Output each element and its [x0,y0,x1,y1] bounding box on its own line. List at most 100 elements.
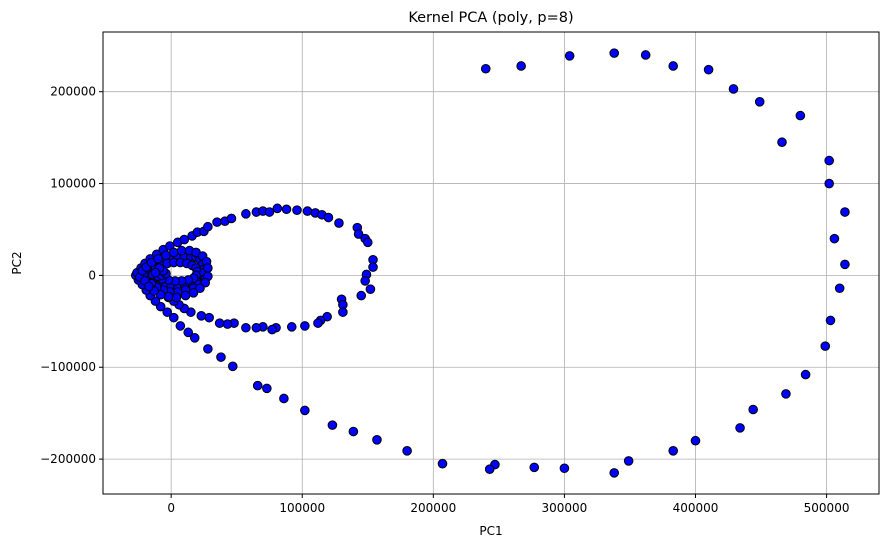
data-point [480,63,491,74]
data-points [130,48,850,478]
y-axis-label: PC2 [10,251,24,274]
data-point [353,229,364,239]
data-point [334,218,344,228]
data-point [161,250,171,260]
data-point [609,48,620,58]
y-axis-ticks: −200000 −100000 0 100000 200000 [40,85,103,466]
data-point [189,333,200,343]
data-point [226,213,237,224]
data-point [795,110,806,121]
data-point [559,463,570,474]
data-point [840,207,850,217]
data-point [203,263,213,273]
data-point [203,221,213,232]
data-point [150,267,161,278]
data-point [516,61,526,71]
data-point [313,318,323,328]
data-point [179,234,190,245]
data-point [820,341,831,351]
data-point [327,420,338,430]
data-point [196,311,207,321]
y-tick-label: −100000 [40,360,96,374]
data-point [262,383,272,394]
x-tick-label: 400000 [673,501,719,515]
data-point [703,64,714,75]
data-point [267,324,277,335]
data-point [372,435,382,445]
data-point [204,312,214,323]
data-point [264,207,275,217]
data-point [365,284,376,294]
data-point [176,245,187,256]
data-point [338,307,348,317]
data-point [748,404,758,415]
data-point [829,233,840,244]
data-point [203,344,213,354]
x-axis-label: PC1 [479,524,502,538]
y-tick-label: −200000 [40,452,96,466]
data-point [302,206,313,216]
data-point [728,84,739,94]
data-point [668,61,679,71]
x-tick-label: 200000 [410,501,456,515]
data-point [281,204,292,215]
data-point [168,247,179,258]
x-tick-label: 100000 [279,501,325,515]
data-point [437,458,448,469]
data-point [241,322,251,333]
data-point [777,137,787,148]
data-point [668,446,679,456]
grid-lines [103,32,879,494]
data-point [212,217,222,227]
data-point [362,237,373,248]
y-tick-label: 200000 [50,85,96,99]
x-tick-label: 300000 [541,501,587,515]
data-point [188,288,199,298]
data-point [360,276,370,286]
data-point [368,262,378,272]
data-point [623,456,634,466]
data-point [300,321,310,331]
data-point [162,307,173,317]
data-point [529,462,540,473]
data-point [292,205,302,215]
data-point [183,327,194,338]
data-point [834,283,845,294]
data-point [163,291,174,302]
data-point [754,97,765,107]
data-point [781,389,791,399]
data-point [735,423,745,433]
y-tick-label: 100000 [50,177,96,191]
data-point [272,203,283,214]
chart-title: Kernel PCA (poly, p=8) [408,10,573,26]
data-point [251,322,262,333]
data-point [300,405,310,416]
data-point [175,321,186,331]
data-point [171,292,182,303]
data-point [609,468,620,478]
data-point [356,290,367,301]
data-point [241,209,251,219]
x-axis-ticks: 0 100000 200000 300000 400000 500000 [167,494,849,515]
y-tick-label: 0 [88,268,96,282]
data-point [402,446,412,456]
data-point [800,369,811,380]
data-point [252,380,263,391]
plot-frame [102,31,880,495]
data-point [195,283,205,294]
data-point [153,254,163,264]
data-point [227,361,238,372]
data-point [323,212,334,223]
data-point [214,318,225,328]
data-point [824,155,834,166]
data-point [840,259,850,270]
data-point [824,178,834,189]
data-point [222,319,233,329]
data-point [348,426,359,437]
data-point [144,281,154,292]
data-point [216,352,226,362]
data-point [168,312,179,323]
data-point [640,50,651,60]
data-point [690,435,701,446]
